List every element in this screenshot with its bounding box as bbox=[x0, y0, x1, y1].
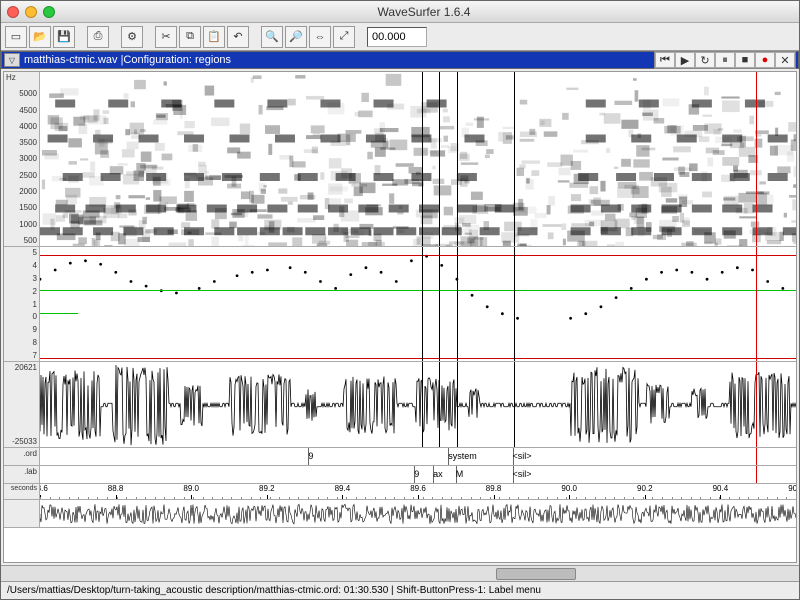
skip-start-button[interactable]: ⏮ bbox=[655, 52, 675, 68]
wave-min: -25033 bbox=[6, 437, 37, 446]
save-button[interactable]: 💾 bbox=[53, 26, 75, 48]
new-button[interactable]: ▭ bbox=[5, 26, 27, 48]
print-button[interactable]: ⎙ bbox=[87, 26, 109, 48]
zoom-all-button[interactable]: ⤢ bbox=[333, 26, 355, 48]
titlebar: WaveSurfer 1.6.4 bbox=[1, 1, 799, 23]
play-button[interactable]: ▶ bbox=[675, 52, 695, 68]
pitch-track: 543210987 bbox=[4, 247, 796, 362]
zoom-sel-button[interactable]: ⇔ bbox=[309, 26, 331, 48]
path-bar: ▽ matthias-ctmic.wav |Configuration: reg… bbox=[1, 51, 799, 69]
waveform-axis: 20621 -25033 bbox=[4, 362, 40, 447]
copy-button[interactable]: ⧉ bbox=[179, 26, 201, 48]
label-item[interactable]: <sil> bbox=[513, 469, 532, 479]
zoom-icon[interactable] bbox=[43, 6, 55, 18]
loop-button[interactable]: ↻ bbox=[695, 52, 715, 68]
pitch-pane[interactable] bbox=[40, 247, 796, 361]
overview-gutter bbox=[4, 500, 40, 527]
pause-button[interactable]: ⏸ bbox=[715, 52, 735, 68]
overview-track bbox=[4, 500, 796, 528]
label-item[interactable]: <sil> bbox=[513, 451, 532, 461]
label-lab-pane[interactable]: 9axM<sil> bbox=[40, 466, 796, 483]
waveform-track: 20621 -25033 bbox=[4, 362, 796, 448]
paste-button[interactable]: 📋 bbox=[203, 26, 225, 48]
label-item[interactable]: system bbox=[448, 451, 477, 461]
close-icon[interactable] bbox=[7, 6, 19, 18]
close-track-button[interactable]: ✕ bbox=[775, 52, 795, 68]
pitch-axis: 543210987 bbox=[4, 247, 40, 361]
spectrogram-track: Hz50004500400035003000250020001500100050… bbox=[4, 72, 796, 247]
status-text: /Users/mattias/Desktop/turn-taking_acous… bbox=[7, 585, 541, 596]
label-ord-pane[interactable]: 9system<sil> bbox=[40, 448, 796, 465]
config-button[interactable]: ⚙ bbox=[121, 26, 143, 48]
main-toolbar: ▭ 📂 💾 ⎙ ⚙ ✂ ⧉ 📋 ↶ 🔍 🔎 ⇔ ⤢ 00.000 bbox=[1, 23, 799, 51]
time-axis-track: seconds 88.688.889.089.289.489.689.890.0… bbox=[4, 484, 796, 500]
status-bar: /Users/mattias/Desktop/turn-taking_acous… bbox=[1, 581, 799, 599]
label-track-lab: .lab 9axM<sil> bbox=[4, 466, 796, 484]
label-item[interactable]: ax bbox=[433, 469, 443, 479]
time-axis-label: seconds bbox=[4, 484, 40, 499]
dropdown-icon[interactable]: ▽ bbox=[4, 53, 20, 67]
label-item[interactable]: M bbox=[456, 469, 464, 479]
record-button[interactable]: ● bbox=[755, 52, 775, 68]
undo-button[interactable]: ↶ bbox=[227, 26, 249, 48]
h-scrollbar[interactable] bbox=[1, 565, 799, 581]
spectrogram-axis: Hz50004500400035003000250020001500100050… bbox=[4, 72, 40, 246]
open-button[interactable]: 📂 bbox=[29, 26, 51, 48]
label-track-name: .ord bbox=[4, 448, 40, 465]
scrollbar-thumb[interactable] bbox=[496, 568, 576, 580]
time-axis-pane: 88.688.889.089.289.489.689.890.090.290.4… bbox=[40, 484, 796, 499]
minimize-icon[interactable] bbox=[25, 6, 37, 18]
path-text: matthias-ctmic.wav |Configuration: regio… bbox=[24, 54, 231, 66]
waveform-pane[interactable] bbox=[40, 362, 796, 447]
window-title: WaveSurfer 1.6.4 bbox=[55, 5, 793, 19]
window-controls bbox=[7, 6, 55, 18]
label-track-name: .lab bbox=[4, 466, 40, 483]
zoom-out-button[interactable]: 🔎 bbox=[285, 26, 307, 48]
wave-max: 20621 bbox=[6, 363, 37, 372]
time-display: 00.000 bbox=[367, 27, 427, 47]
label-track-ord: .ord 9system<sil> bbox=[4, 448, 796, 466]
app-window: WaveSurfer 1.6.4 ▭ 📂 💾 ⎙ ⚙ ✂ ⧉ 📋 ↶ 🔍 🔎 ⇔… bbox=[0, 0, 800, 600]
tracks-area: Hz50004500400035003000250020001500100050… bbox=[3, 71, 797, 563]
transport-controls: ⏮ ▶ ↻ ⏸ ■ ● ✕ bbox=[654, 51, 796, 69]
stop-button[interactable]: ■ bbox=[735, 52, 755, 68]
zoom-in-button[interactable]: 🔍 bbox=[261, 26, 283, 48]
overview-pane[interactable] bbox=[40, 500, 796, 527]
spectrogram-pane[interactable] bbox=[40, 72, 796, 246]
cut-button[interactable]: ✂ bbox=[155, 26, 177, 48]
